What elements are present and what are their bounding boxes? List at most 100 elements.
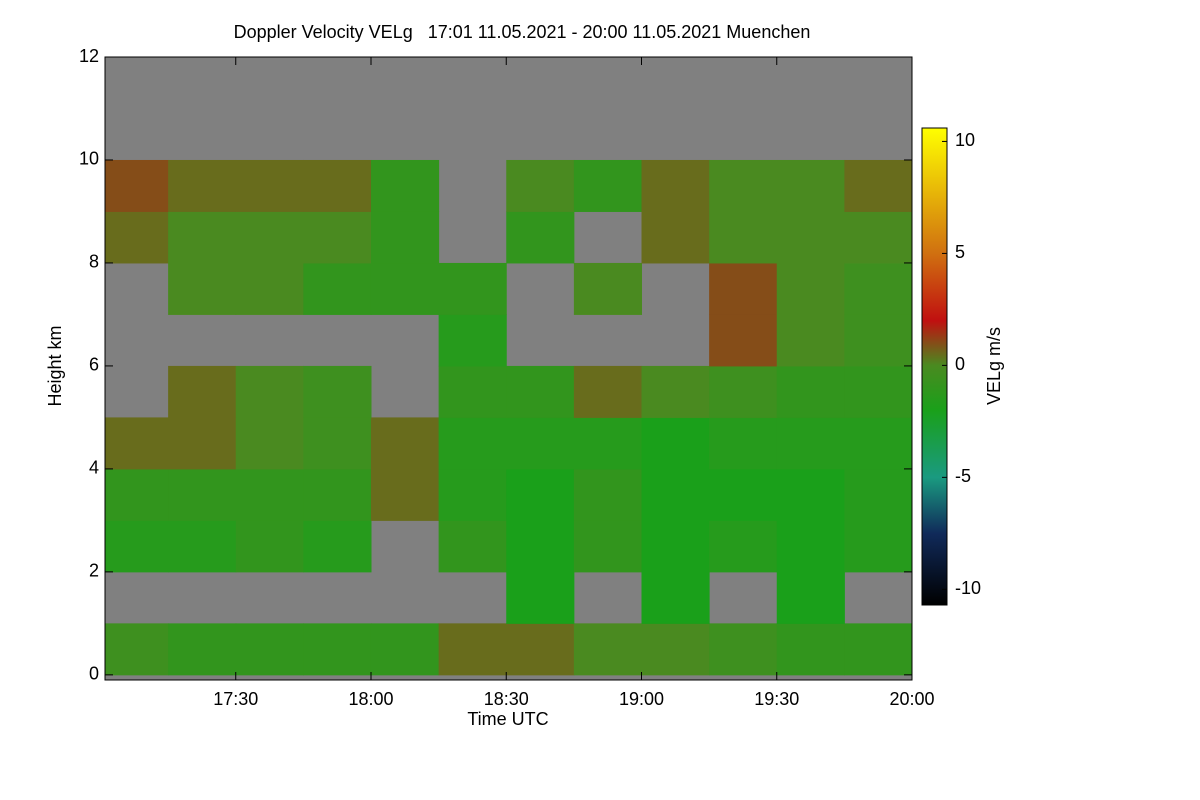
heat-cell — [168, 417, 237, 470]
heat-cell — [709, 314, 778, 367]
y-tick-label: 0 — [89, 664, 99, 684]
heat-cell — [641, 417, 710, 470]
y-tick-label: 4 — [89, 458, 99, 478]
chart-title: Doppler Velocity VELg 17:01 11.05.2021 -… — [234, 22, 811, 42]
heat-cell — [105, 211, 169, 264]
heat-cell — [709, 365, 778, 418]
heat-cell — [709, 623, 778, 676]
heat-cell — [235, 417, 304, 470]
heat-cell — [844, 468, 913, 521]
heat-cell — [709, 520, 778, 573]
heat-cell — [235, 520, 304, 573]
colorbar-tick-label: -5 — [955, 466, 971, 486]
heat-cell — [641, 468, 710, 521]
x-tick-label: 18:30 — [484, 689, 529, 709]
heat-cell — [303, 417, 372, 470]
heat-cell — [303, 623, 372, 676]
heat-cell — [168, 520, 237, 573]
heat-cell — [168, 468, 237, 521]
heat-cell — [709, 159, 778, 212]
heat-cell — [370, 468, 440, 521]
heat-cell — [438, 314, 507, 367]
heat-cell — [844, 365, 913, 418]
heat-cell — [844, 211, 913, 264]
heat-cell — [303, 159, 372, 212]
heat-cell — [573, 262, 642, 315]
heat-cell — [641, 159, 710, 212]
heat-cell — [709, 417, 778, 470]
heat-cell — [776, 314, 845, 367]
heat-cell — [844, 159, 913, 212]
heat-cell — [370, 211, 440, 264]
heat-cell — [235, 623, 304, 676]
heat-cell — [370, 159, 440, 212]
heat-cell — [506, 468, 575, 521]
heat-cell — [303, 262, 372, 315]
heat-cell — [303, 520, 372, 573]
heat-cell — [776, 417, 845, 470]
heat-cell — [506, 520, 575, 573]
heat-cell — [776, 623, 845, 676]
heat-cell — [709, 262, 778, 315]
plot-frame — [104, 56, 913, 681]
x-tick-label: 19:30 — [754, 689, 799, 709]
heat-cell — [303, 468, 372, 521]
colorbar-tick-label: 5 — [955, 242, 965, 262]
heat-cell — [370, 417, 440, 470]
heat-cell — [168, 365, 237, 418]
heat-cell — [641, 571, 710, 624]
heat-cell — [573, 468, 642, 521]
heat-cell — [105, 159, 169, 212]
colorbar-tick-label: 10 — [955, 130, 975, 150]
heat-cell — [235, 262, 304, 315]
heat-cell — [776, 365, 845, 418]
heat-cell — [370, 262, 440, 315]
colorbar-tick-label: 0 — [955, 354, 965, 374]
heat-cell — [506, 417, 575, 470]
heat-cell — [641, 520, 710, 573]
heat-cell — [573, 623, 642, 676]
heat-cell — [844, 520, 913, 573]
heat-cell — [168, 262, 237, 315]
heat-cell — [506, 159, 575, 212]
heat-cell — [776, 520, 845, 573]
heat-cell — [573, 365, 642, 418]
y-tick-label: 12 — [79, 46, 99, 66]
heat-cell — [438, 365, 507, 418]
heat-cell — [438, 520, 507, 573]
heat-cell — [235, 365, 304, 418]
heat-cell — [303, 211, 372, 264]
heat-cell — [235, 159, 304, 212]
y-tick-label: 6 — [89, 355, 99, 375]
heat-cell — [709, 468, 778, 521]
heat-cell — [844, 262, 913, 315]
colorbar — [921, 127, 948, 606]
colorbar-tick-label: -10 — [955, 578, 981, 598]
x-tick-label: 19:00 — [619, 689, 664, 709]
heat-cell — [709, 211, 778, 264]
heat-cell — [506, 571, 575, 624]
heat-cell — [641, 365, 710, 418]
x-axis-label: Time UTC — [467, 709, 548, 729]
heat-cell — [168, 159, 237, 212]
y-axis-label: Height km — [45, 325, 65, 406]
heat-cell — [844, 623, 913, 676]
heat-cell — [776, 211, 845, 264]
heat-cell — [776, 159, 845, 212]
heat-cell — [370, 623, 440, 676]
colorbar-label: VELg m/s — [984, 327, 1004, 405]
heat-cell — [641, 623, 710, 676]
heat-cell — [105, 623, 169, 676]
heat-cell — [105, 520, 169, 573]
heat-cell — [844, 314, 913, 367]
heat-cell — [235, 468, 304, 521]
heat-cell — [776, 262, 845, 315]
x-tick-label: 20:00 — [889, 689, 934, 709]
heat-cell — [573, 520, 642, 573]
y-tick-label: 2 — [89, 561, 99, 581]
heat-cell — [506, 211, 575, 264]
heat-cell — [438, 468, 507, 521]
y-tick-label: 10 — [79, 149, 99, 169]
heat-cell — [573, 417, 642, 470]
